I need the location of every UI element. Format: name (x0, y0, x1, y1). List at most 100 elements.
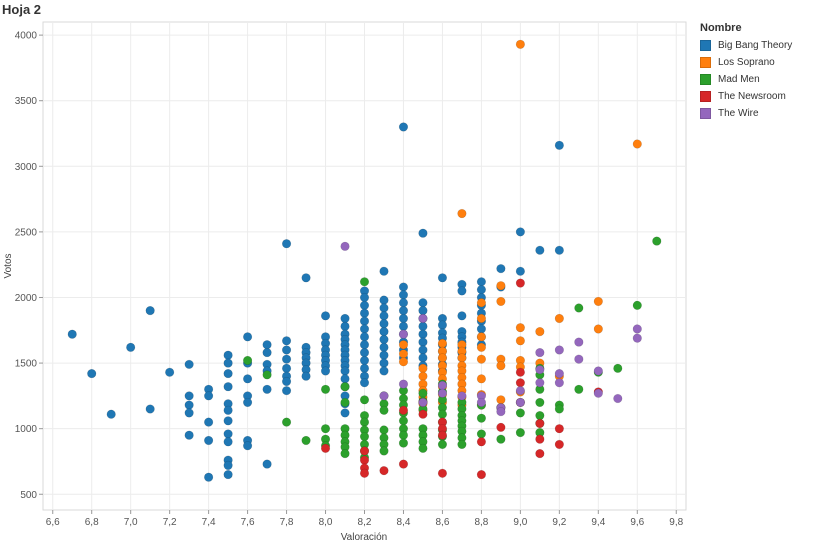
data-point[interactable] (418, 313, 428, 324)
data-point[interactable] (281, 417, 292, 427)
data-point[interactable] (204, 472, 214, 482)
data-point[interactable] (204, 391, 214, 401)
data-point[interactable] (398, 430, 409, 440)
data-point[interactable] (242, 441, 253, 451)
data-point[interactable] (574, 303, 584, 313)
data-point[interactable] (281, 386, 292, 396)
data-point[interactable] (359, 340, 370, 350)
data-point[interactable] (340, 448, 350, 459)
data-point[interactable] (535, 326, 545, 337)
data-point[interactable] (574, 384, 584, 394)
data-point[interactable] (437, 388, 448, 398)
data-point[interactable] (535, 397, 545, 408)
data-point[interactable] (184, 408, 194, 418)
data-point[interactable] (515, 408, 525, 418)
data-point[interactable] (476, 342, 487, 352)
data-point[interactable] (457, 353, 467, 363)
data-point[interactable] (457, 391, 467, 401)
data-point[interactable] (476, 313, 487, 324)
data-point[interactable] (223, 469, 233, 480)
data-point[interactable] (262, 340, 272, 350)
data-point[interactable] (554, 368, 564, 379)
data-point[interactable] (359, 446, 370, 456)
data-point[interactable] (379, 446, 389, 456)
data-point[interactable] (223, 460, 233, 470)
data-point[interactable] (223, 437, 233, 447)
data-point[interactable] (223, 358, 233, 368)
data-point[interactable] (242, 332, 253, 342)
data-point[interactable] (398, 306, 409, 316)
data-point[interactable] (340, 366, 350, 376)
data-point[interactable] (554, 245, 564, 255)
data-point[interactable] (262, 459, 272, 469)
data-point[interactable] (398, 416, 409, 426)
data-point[interactable] (359, 332, 370, 342)
data-point[interactable] (574, 337, 584, 347)
data-point[interactable] (593, 324, 603, 334)
data-point[interactable] (204, 435, 214, 446)
data-point[interactable] (515, 266, 525, 276)
data-point[interactable] (476, 298, 487, 308)
data-point[interactable] (554, 378, 564, 388)
data-point[interactable] (457, 208, 467, 219)
data-point[interactable] (398, 357, 409, 367)
data-point[interactable] (554, 424, 564, 434)
data-point[interactable] (379, 303, 389, 313)
data-point[interactable] (496, 407, 506, 417)
data-point[interactable] (496, 395, 506, 405)
data-point[interactable] (204, 417, 214, 427)
data-point[interactable] (554, 404, 564, 414)
data-point[interactable] (476, 277, 487, 287)
data-point[interactable] (476, 374, 487, 384)
data-point[interactable] (184, 359, 194, 369)
data-point[interactable] (535, 410, 545, 421)
data-point[interactable] (457, 439, 467, 450)
data-point[interactable] (476, 437, 487, 447)
data-point[interactable] (398, 438, 409, 448)
data-point[interactable] (359, 355, 370, 366)
data-point[interactable] (398, 405, 409, 415)
data-point[interactable] (418, 298, 428, 308)
data-point[interactable] (632, 324, 642, 334)
data-point[interactable] (301, 371, 311, 381)
data-point[interactable] (242, 374, 253, 384)
data-point[interactable] (359, 277, 370, 287)
data-point[interactable] (418, 443, 428, 453)
data-point[interactable] (359, 347, 370, 358)
data-point[interactable] (379, 326, 389, 337)
data-point[interactable] (262, 384, 272, 394)
data-point[interactable] (476, 397, 487, 408)
data-point[interactable] (340, 313, 350, 324)
data-point[interactable] (223, 405, 233, 415)
data-point[interactable] (398, 329, 409, 339)
data-point[interactable] (398, 321, 409, 331)
data-point[interactable] (554, 140, 564, 150)
data-point[interactable] (359, 292, 370, 303)
data-point[interactable] (398, 340, 409, 350)
data-point[interactable] (379, 266, 389, 276)
data-point[interactable] (126, 342, 136, 352)
data-point[interactable] (515, 39, 525, 49)
data-point[interactable] (632, 300, 642, 310)
data-point[interactable] (379, 334, 389, 345)
data-point[interactable] (398, 313, 409, 324)
data-point[interactable] (476, 332, 487, 342)
legend-item-the-newsroom[interactable]: The Newsroom (700, 88, 792, 105)
legend-item-mad-men[interactable]: Mad Men (700, 71, 792, 88)
data-point[interactable] (379, 358, 389, 368)
data-point[interactable] (359, 308, 370, 318)
data-point[interactable] (437, 439, 448, 450)
data-point[interactable] (476, 354, 487, 364)
data-point[interactable] (359, 316, 370, 326)
data-point[interactable] (574, 354, 584, 364)
data-point[interactable] (398, 298, 409, 308)
data-point[interactable] (652, 236, 662, 246)
data-point[interactable] (281, 363, 292, 373)
data-point[interactable] (281, 336, 292, 346)
data-point[interactable] (476, 285, 487, 295)
data-point[interactable] (535, 434, 545, 444)
data-point[interactable] (437, 409, 448, 419)
data-point[interactable] (398, 459, 409, 469)
data-point[interactable] (379, 425, 389, 435)
data-point[interactable] (281, 239, 292, 249)
